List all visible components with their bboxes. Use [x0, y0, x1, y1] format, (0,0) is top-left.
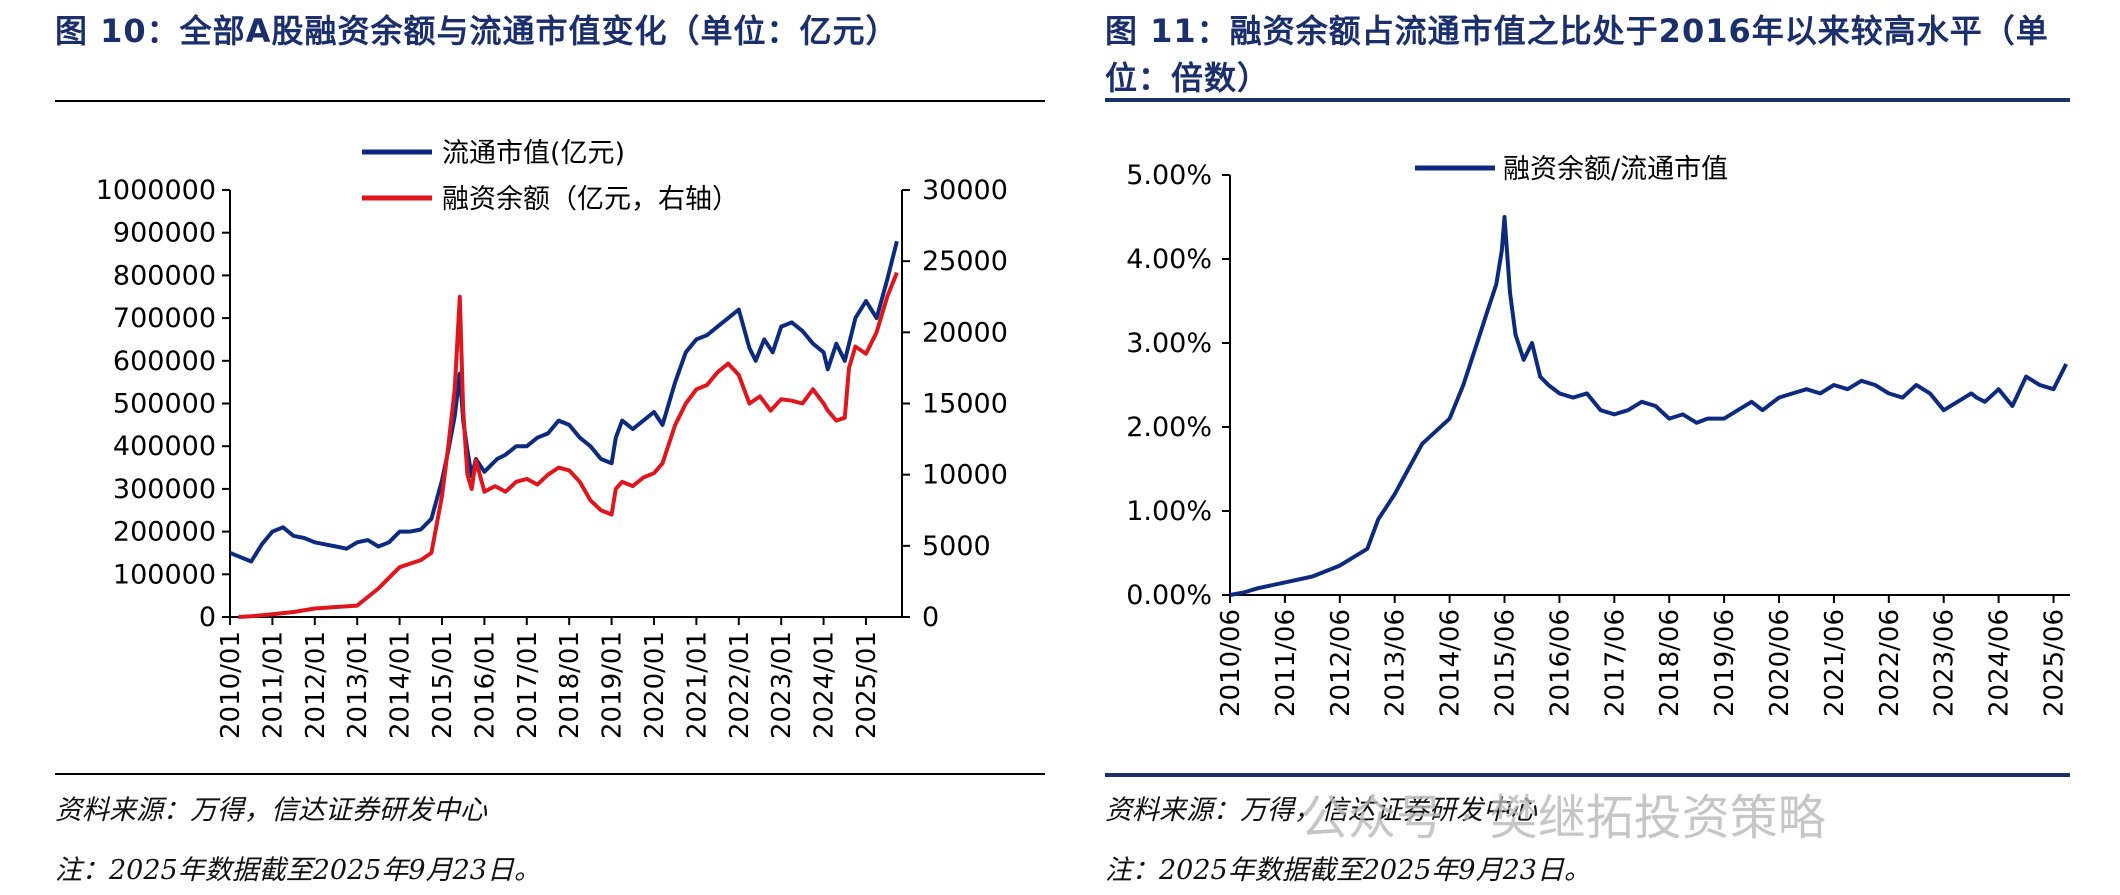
right-note-text: 注：2025年数据截至2025年9月23日。 [1105, 855, 1591, 886]
left-x-tick-label: 2024/01 [810, 631, 840, 739]
left-figure-title: 图 10：全部A股融资余额与流通市值变化（单位：亿元） [55, 12, 899, 50]
legend-label-market-cap: 流通市值(亿元) [442, 138, 625, 169]
right-x-tick-label: 2010/06 [1216, 609, 1246, 717]
left-y-tick-label: 200000 [113, 517, 216, 548]
left-y-tick-label: 700000 [113, 303, 216, 334]
left-y-tick-label: 500000 [113, 389, 216, 420]
right-title-rule [1105, 98, 2070, 102]
left-x-tick-label: 2023/01 [767, 631, 797, 739]
left-x-tick-label: 2015/01 [428, 631, 458, 739]
left-x-tick-label: 2011/01 [258, 631, 288, 739]
right-x-tick-label: 2021/06 [1820, 609, 1850, 717]
left-line-market-cap [229, 240, 899, 564]
right-figure-title-line2: 位：倍数） [1105, 59, 1271, 97]
left-source-rule [55, 773, 1045, 775]
right-x-tick-label: 2019/06 [1710, 609, 1740, 717]
left-title-rule [55, 100, 1045, 102]
right-x-tick-label: 2023/06 [1930, 609, 1960, 717]
left-legend: 流通市值(亿元) 融资余额（亿元，右轴） [362, 138, 739, 215]
right-y-tick-label: 5.00% [1126, 160, 1212, 191]
right-legend: 融资余额/流通市值 [1415, 154, 1728, 185]
left-x-tick-label: 2025/01 [852, 631, 882, 739]
right-x-tick-label: 2013/06 [1381, 609, 1411, 717]
left-y-tick-label: 0 [199, 602, 216, 633]
right-x-tick-label: 2017/06 [1600, 609, 1630, 717]
left-y2-tick-label: 30000 [922, 175, 1008, 206]
left-y-tick-label: 300000 [113, 474, 216, 505]
left-x-tick-label: 2022/01 [725, 631, 755, 739]
left-y-tick-label: 600000 [113, 346, 216, 377]
right-x-tick-label: 2015/06 [1491, 609, 1521, 717]
left-x-tick-label: 2016/01 [470, 631, 500, 739]
right-x-tick-label: 2025/06 [2040, 609, 2070, 717]
left-y-tick-label: 900000 [113, 218, 216, 249]
left-y2-tick-label: 5000 [922, 531, 991, 562]
left-y2-tick-label: 0 [922, 602, 939, 633]
right-y-tick-label: 1.00% [1126, 496, 1212, 527]
watermark-text: 公众号 · 樊继拓投资策略 [1300, 790, 1826, 846]
right-y-tick-label: 4.00% [1126, 244, 1212, 275]
right-x-tick-label: 2014/06 [1436, 609, 1466, 717]
left-x-tick-label: 2017/01 [513, 631, 543, 739]
right-x-tick-label: 2012/06 [1326, 609, 1356, 717]
left-x-tick-label: 2018/01 [555, 631, 585, 739]
left-chart: 0100000200000300000400000500000600000700… [96, 138, 1008, 739]
left-x-tick-label: 2019/01 [598, 631, 628, 739]
right-x-tick-label: 2011/06 [1271, 609, 1301, 717]
right-line-ratio [1229, 215, 2068, 597]
left-y-tick-label: 1000000 [96, 175, 216, 206]
left-x-tick-label: 2010/01 [216, 631, 246, 739]
left-x-tick-label: 2021/01 [682, 631, 712, 739]
right-x-tick-label: 2022/06 [1875, 609, 1905, 717]
left-x-tick-label: 2020/01 [640, 631, 670, 739]
left-y-tick-label: 400000 [113, 431, 216, 462]
right-x-tick-label: 2020/06 [1765, 609, 1795, 717]
right-figure-title-line1: 图 11：融资余额占流通市值之比处于2016年以来较高水平（单 [1105, 12, 2049, 50]
left-y2-tick-label: 20000 [922, 317, 1008, 348]
left-line-margin-balance [238, 271, 899, 619]
right-y-tick-label: 2.00% [1126, 412, 1212, 443]
right-source-rule [1105, 773, 2070, 777]
right-chart: 0.00% 1.00% 2.00% 3.00% 4.00% 5.00% 2010/06 20… [1126, 154, 2070, 717]
left-x-tick-label: 2014/01 [386, 631, 416, 739]
left-x-tick-label: 2013/01 [343, 631, 373, 739]
left-note-text: 注：2025年数据截至2025年9月23日。 [55, 855, 541, 886]
legend-label-margin-balance: 融资余额（亿元，右轴） [442, 184, 739, 215]
right-x-tick-label: 2018/06 [1655, 609, 1685, 717]
right-source-text: 资料来源：万得，信达证券研发中心 [1105, 795, 1537, 826]
left-y-tick-label: 800000 [113, 260, 216, 291]
left-source-text: 资料来源：万得，信达证券研发中心 [55, 795, 487, 826]
right-y-tick-label: 0.00% [1126, 580, 1212, 611]
right-x-tick-label: 2016/06 [1545, 609, 1575, 717]
left-y2-tick-label: 25000 [922, 246, 1008, 277]
legend-label-ratio: 融资余额/流通市值 [1503, 154, 1728, 185]
left-y2-tick-label: 10000 [922, 460, 1008, 491]
left-y2-tick-label: 15000 [922, 389, 1008, 420]
left-y-tick-label: 100000 [113, 559, 216, 590]
right-x-tick-label: 2024/06 [1985, 609, 2015, 717]
left-x-tick-label: 2012/01 [301, 631, 331, 739]
right-y-tick-label: 3.00% [1126, 328, 1212, 359]
